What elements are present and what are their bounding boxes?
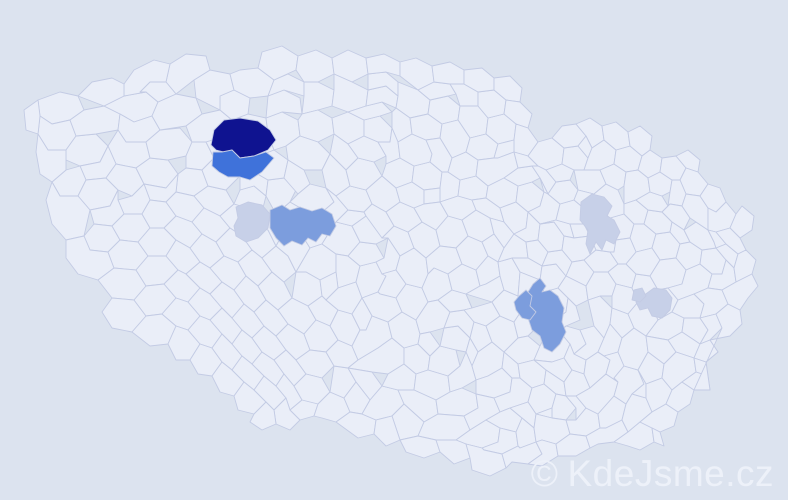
- district[interactable]: [423, 187, 441, 205]
- district[interactable]: [661, 203, 691, 231]
- watermark: © KdeJsme.cz: [531, 455, 774, 492]
- district[interactable]: [435, 439, 471, 465]
- district[interactable]: [721, 273, 759, 311]
- district[interactable]: [399, 435, 441, 459]
- district[interactable]: [295, 49, 335, 83]
- district[interactable]: [363, 115, 393, 143]
- district[interactable]: [527, 439, 559, 467]
- district[interactable]: [77, 77, 125, 107]
- district-highlight-hradec-kralove[interactable]: [211, 149, 275, 181]
- district[interactable]: [431, 61, 465, 85]
- district[interactable]: [463, 275, 505, 311]
- district-group-central-east: [293, 49, 759, 477]
- district-highlight-jesenik[interactable]: [579, 193, 621, 255]
- district[interactable]: [285, 135, 331, 171]
- district[interactable]: [23, 99, 41, 135]
- district-highlight-novy-jicin-lobe[interactable]: [631, 287, 647, 303]
- district[interactable]: [249, 401, 277, 431]
- district-group-west: [23, 45, 337, 431]
- district[interactable]: [373, 415, 401, 447]
- district-highlight-chrudim[interactable]: [269, 204, 337, 247]
- watermark-text: KdeJsme.cz: [567, 453, 774, 494]
- district[interactable]: [35, 133, 67, 183]
- district-highlight-vyskov[interactable]: [513, 289, 537, 321]
- district[interactable]: [145, 127, 193, 161]
- district[interactable]: [297, 109, 335, 143]
- district[interactable]: [631, 369, 647, 399]
- district[interactable]: [365, 53, 401, 77]
- copyright-icon: ©: [530, 453, 559, 494]
- district-highlight-pardubice[interactable]: [233, 201, 271, 243]
- district[interactable]: [651, 427, 665, 447]
- district[interactable]: [675, 149, 701, 173]
- district[interactable]: [301, 81, 335, 115]
- district[interactable]: [465, 443, 507, 477]
